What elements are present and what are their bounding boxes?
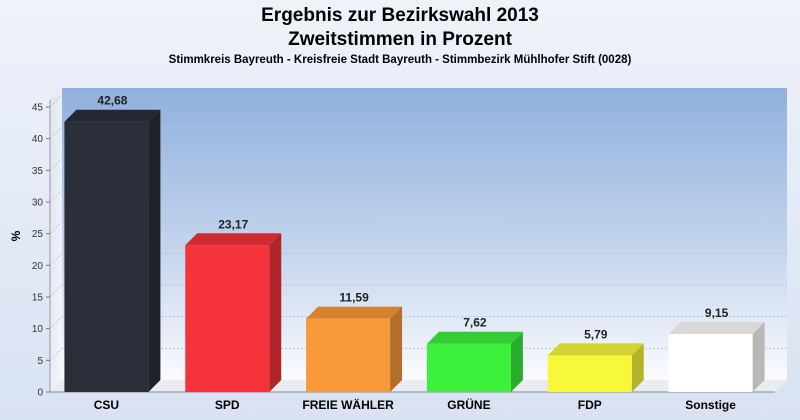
- bar-front: [306, 318, 391, 392]
- bar-top: [668, 322, 765, 335]
- category-labels: CSU SPD FREIE WÄHLER GRÜNE FDP Sonstige: [94, 397, 737, 412]
- left-wall: [50, 88, 62, 392]
- bar-value-label: 5,79: [584, 327, 608, 341]
- bar-value-label: 23,17: [218, 217, 248, 231]
- bar-side: [631, 343, 644, 392]
- chart-subtitle: Zweitstimmen in Prozent: [288, 29, 512, 50]
- bar-top: [64, 109, 161, 122]
- gridline: [49, 157, 787, 171]
- bar-grüne: 7,62: [426, 316, 523, 392]
- gridline: [49, 189, 787, 203]
- y-axis-label: %: [9, 230, 23, 241]
- y-tick-label: 40: [32, 134, 44, 145]
- gridline: [49, 221, 787, 235]
- gridline: [49, 316, 787, 330]
- gridline: [49, 284, 787, 298]
- bar-freie-wähler: 11,59: [306, 291, 403, 392]
- bar-front: [64, 121, 149, 393]
- x-category-label: GRÜNE: [447, 397, 490, 412]
- y-tick-label: 5: [37, 356, 43, 367]
- y-axis-ticks: 0 5 10 15 20 25 30 35 40 45: [32, 103, 50, 399]
- bar-side: [148, 109, 161, 393]
- gridlines: [49, 94, 787, 361]
- y-tick-label: 0: [37, 388, 43, 399]
- bar-value-label: 7,62: [463, 316, 487, 330]
- bar-fdp: 5,79: [547, 327, 644, 392]
- y-tick-label: 30: [32, 198, 44, 209]
- chart-title: Ergebnis zur Bezirkswahl 2013: [261, 5, 539, 26]
- bar-front: [668, 334, 753, 392]
- bar-value-label: 9,15: [705, 306, 729, 320]
- x-category-label: SPD: [215, 398, 240, 412]
- bars: 42,68 23,17 11,59 7,62 5,79 9,15: [64, 94, 765, 393]
- gridline: [49, 126, 787, 140]
- gridline: [49, 252, 787, 266]
- bar-side: [269, 233, 282, 392]
- bar-side: [390, 306, 403, 392]
- bar-value-label: 42,68: [97, 94, 127, 108]
- y-tick-label: 20: [32, 261, 44, 272]
- y-tick-label: 10: [32, 324, 44, 335]
- x-category-label: Sonstige: [685, 398, 736, 412]
- y-tick-label: 25: [32, 229, 44, 240]
- x-category-label: CSU: [94, 398, 119, 412]
- chart-location-subtitle: Stimmkreis Bayreuth - Kreisfreie Stadt B…: [168, 54, 632, 66]
- y-tick-label: 15: [32, 293, 44, 304]
- bar-top: [426, 331, 523, 344]
- y-tick-label: 45: [32, 103, 44, 114]
- bar-top: [547, 343, 644, 356]
- bar-spd: 23,17: [185, 217, 282, 392]
- gridline: [49, 94, 787, 108]
- bar-sonstige: 9,15: [668, 306, 765, 392]
- bar-front: [426, 343, 511, 392]
- bar-side: [510, 331, 523, 392]
- y-tick-label: 35: [32, 166, 44, 177]
- gridline: [49, 347, 787, 361]
- bar-front: [185, 245, 270, 392]
- bar-value-label: 11,59: [339, 291, 369, 305]
- x-category-label: FREIE WÄHLER: [302, 397, 394, 412]
- bar-front: [547, 355, 632, 392]
- x-category-label: FDP: [578, 398, 602, 412]
- bar-side: [752, 322, 765, 392]
- bar-top: [306, 306, 403, 319]
- bar-top: [185, 233, 282, 246]
- bar-csu: 42,68: [64, 94, 161, 393]
